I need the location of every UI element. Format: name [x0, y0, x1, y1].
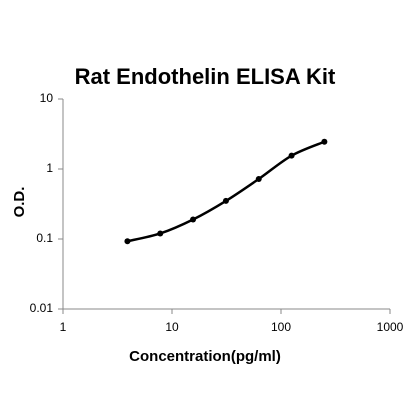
y-tick-label: 0.01 — [30, 301, 54, 315]
point — [288, 152, 295, 159]
point — [321, 138, 328, 145]
x-tick-label: 1000 — [377, 320, 404, 334]
x-tick-label: 10 — [165, 320, 179, 334]
point — [157, 230, 164, 237]
y-tick-label: 10 — [40, 91, 54, 105]
point — [190, 216, 197, 223]
point — [255, 175, 262, 182]
x-axis-label: Concentration(pg/ml) — [129, 348, 281, 365]
x-tick-label: 100 — [271, 320, 291, 334]
point — [124, 238, 131, 245]
point — [222, 197, 229, 204]
curve — [127, 140, 325, 243]
y-tick-label: 0.1 — [36, 231, 53, 245]
y-tick-label: 1 — [46, 161, 53, 175]
y-axis-label: O.D. — [11, 187, 28, 218]
x-tick-label: 1 — [60, 320, 67, 334]
chart-title: Rat Endothelin ELISA Kit — [75, 64, 336, 89]
